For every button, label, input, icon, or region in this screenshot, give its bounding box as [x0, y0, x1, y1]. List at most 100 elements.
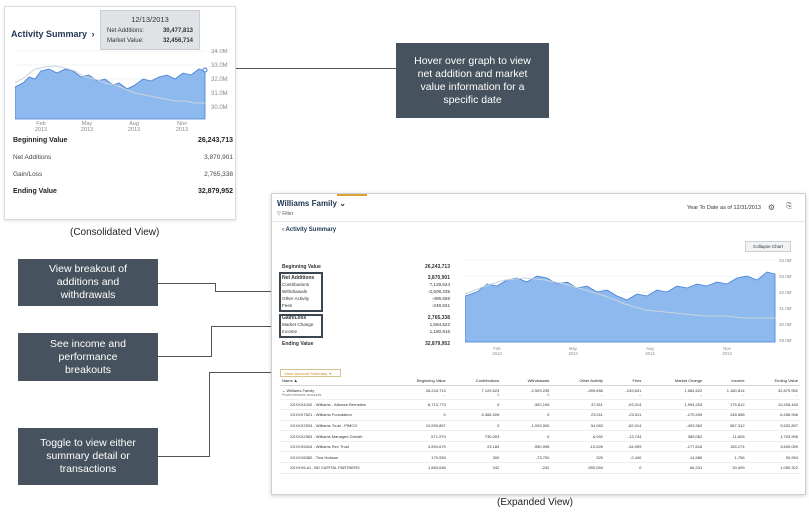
cell-name[interactable]: XXXXX2903 - Williams Trust - PIMCO: [280, 420, 384, 432]
cell: -1,093,000: [501, 420, 552, 432]
chevron-left-icon: ‹: [282, 227, 284, 233]
table-row[interactable]: XXXXX5416 - Williams Rev Trust 4,594,679…: [280, 441, 800, 453]
cell: -590,054: [551, 462, 605, 474]
column-header[interactable]: Market Change: [643, 377, 705, 386]
tooltip-value: 32,456,714: [162, 38, 193, 44]
cell: 3,600,059: [746, 441, 800, 453]
row-value: 2,765,338: [204, 171, 233, 178]
table-row[interactable]: XXXXX6-AI - BD CAPITAL PARTNERS 1,583,64…: [280, 462, 800, 474]
cell: 325: [551, 451, 605, 464]
expanded-caption: (Expanded View): [497, 497, 573, 508]
cell-name[interactable]: XXXXX4442 - Williams - Alliance Bernstei…: [280, 399, 384, 411]
back-to-activity-summary[interactable]: ‹ Activity Summary: [282, 227, 336, 233]
summary-row: Ending Value 32,879,952: [282, 341, 450, 347]
cell-sub: --: [795, 392, 798, 397]
accent-bar: [337, 194, 367, 196]
cell: -242: [501, 462, 552, 474]
y-tick-label: 29.0M: [779, 338, 792, 343]
table-header-row: Name ▲ Beginning Value Contributions Wit…: [280, 377, 800, 386]
cell: 26,243,713 --: [384, 385, 448, 400]
table-row[interactable]: XXXXX2903 - Williams Trust - PIMCO 10,59…: [280, 420, 800, 432]
cell-sub: --: [600, 392, 603, 397]
cell: -23,511: [604, 409, 644, 421]
chevron-down-icon: ⌄: [339, 199, 346, 208]
column-header[interactable]: Contributions: [447, 377, 502, 386]
row-label: Contributions: [282, 282, 310, 287]
column-header[interactable]: Ending Value: [746, 377, 800, 386]
table-row[interactable]: XXXXX7621 - Williams Foundation 0 6,366,…: [280, 409, 800, 421]
cell: 730,003: [447, 430, 502, 442]
market-value-area: [464, 271, 776, 343]
connector-line: [158, 283, 216, 285]
cell-value: 32,879,952: [777, 387, 798, 393]
column-header[interactable]: Other Activity: [551, 377, 605, 386]
cell: -493,362: [643, 420, 705, 432]
connector-line: [211, 326, 278, 328]
column-header-name[interactable]: Name ▲: [280, 377, 384, 386]
cell: 0: [447, 399, 502, 411]
x-tick-year: 2013: [645, 351, 655, 356]
column-header[interactable]: Withdrawals: [501, 377, 552, 386]
collapse-chart-button[interactable]: Collapse Chart: [745, 241, 791, 252]
expanded-chart[interactable]: 34.0M 33.0M 32.0M 31.0M 30.0M 29.0M Feb …: [464, 254, 795, 371]
cell-name[interactable]: XXXXX6-AI - BD CAPITAL PARTNERS: [280, 462, 384, 474]
activity-summary-title[interactable]: Activity Summary ›: [11, 29, 95, 39]
connector-line: [209, 372, 279, 374]
table-row[interactable]: XXXXX6082 - Tina Hobson 179,539 300 -73,…: [280, 451, 800, 464]
cell-sub: 0: [497, 392, 500, 397]
row-label: Other Activity: [282, 296, 310, 301]
cell: 1,756: [704, 451, 747, 464]
summary-row: Market Change 1,584,522: [282, 322, 450, 327]
row-label: Ending Value: [13, 188, 57, 195]
cell-name[interactable]: XXXXX2963 - Williams Managed Growth: [280, 430, 384, 442]
net-additions-row: Net Additions 3,870,901: [13, 154, 233, 161]
cell: -13,744: [604, 430, 644, 442]
row-value: 3,870,901: [204, 154, 233, 161]
row-value: 7,129,624: [429, 282, 450, 287]
chevron-down-icon[interactable]: ⌄: [282, 387, 287, 393]
cell: -950,098: [501, 441, 552, 453]
view-toggle-dropdown[interactable]: View: Account Summary ▾: [280, 369, 341, 377]
row-value: 32,879,952: [197, 188, 233, 195]
filter-button[interactable]: ▽ Filter: [277, 211, 293, 217]
connector-line: [215, 291, 278, 293]
y-tick-label: 33.0M: [779, 274, 792, 279]
cell: 1,180,814 --: [704, 385, 747, 400]
column-header[interactable]: Fees: [604, 377, 644, 386]
cell-name[interactable]: XXXXX7621 - Williams Foundation: [280, 409, 384, 421]
household-selector[interactable]: Williams Family ⌄: [277, 199, 346, 208]
table-row[interactable]: XXXXX2963 - Williams Managed Growth 571,…: [280, 430, 800, 442]
summary-row: Income 1,180,816: [282, 329, 450, 334]
table-row-parent[interactable]: ⌄ Williams Family Flows between accounts …: [280, 385, 800, 400]
cell-value: 26,243,713: [425, 387, 446, 393]
additions-highlight-box: [279, 272, 323, 312]
connector-line: [236, 68, 396, 70]
tooltip-row: Market Value: 32,456,714: [107, 38, 193, 44]
table-row[interactable]: XXXXX4442 - Williams - Alliance Bernstei…: [280, 399, 800, 411]
consolidated-chart[interactable]: 34.0M 33.0M 32.0M 31.0M 30.0M Feb 2013 M…: [14, 49, 235, 138]
summary-row: Net Additions 3,870,901: [282, 275, 450, 281]
hover-marker: [202, 67, 208, 73]
y-tick-label: 30.0M: [211, 105, 228, 111]
cell-name[interactable]: XXXXX5416 - Williams Rev Trust: [280, 441, 384, 453]
cell: 0: [501, 430, 552, 442]
cell-name[interactable]: XXXXX6082 - Tina Hobson: [280, 451, 384, 464]
date-range: Year To Date as of 12/31/2013: [686, 205, 761, 211]
column-header[interactable]: Beginning Value: [384, 377, 448, 386]
cell: 4,594,679: [384, 441, 448, 453]
connector-line: [158, 456, 210, 458]
column-header[interactable]: Income: [704, 377, 747, 386]
income-highlight-box: [279, 314, 323, 338]
x-tick-year: 2013: [35, 127, 47, 133]
filter-icon: ▽: [277, 211, 281, 217]
row-label: Fees: [282, 303, 293, 308]
export-icon[interactable]: ⎘: [786, 203, 792, 210]
cell: 66,231: [643, 462, 705, 474]
net-additions-line: [464, 277, 775, 319]
ending-value-row: Ending Value 32,879,952: [13, 188, 233, 195]
cell: 389,062: [643, 430, 705, 442]
gear-icon[interactable]: ⚙: [767, 203, 775, 212]
cell-value: -499,656: [587, 387, 603, 393]
filter-label: Filter: [282, 211, 294, 217]
x-tick-month: Aug: [646, 346, 654, 351]
